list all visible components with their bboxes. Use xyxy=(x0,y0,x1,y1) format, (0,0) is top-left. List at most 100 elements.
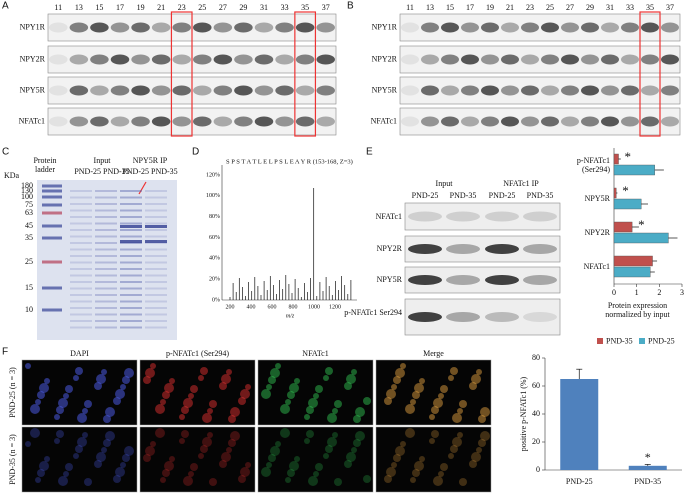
marker-label: 10 xyxy=(25,305,33,314)
cell xyxy=(226,369,232,375)
lane-label: 33 xyxy=(626,3,634,12)
lane-label: 11 xyxy=(54,3,62,12)
cell xyxy=(228,439,236,447)
cell xyxy=(228,415,236,423)
blot-band xyxy=(131,22,150,33)
bar xyxy=(613,255,653,267)
cell xyxy=(75,367,83,375)
cell xyxy=(308,398,318,408)
input-label: Input xyxy=(94,156,112,165)
peptide-sequence: S P S T A T L E L P S L E A Y R (153-168… xyxy=(226,158,353,165)
cell xyxy=(395,368,405,378)
lane-label: 15 xyxy=(95,3,103,12)
lane-label: 37 xyxy=(666,3,674,12)
gel-band xyxy=(120,294,142,296)
legend-swatch xyxy=(597,338,603,344)
blot-band xyxy=(316,85,335,96)
cell xyxy=(270,368,280,378)
cell xyxy=(304,414,310,420)
y-tick-label: 60 xyxy=(532,381,540,390)
cell xyxy=(452,437,462,447)
gel-band xyxy=(145,320,167,322)
row-label: NFATc1 xyxy=(19,116,45,125)
blot-band xyxy=(401,22,419,33)
lane-label: 31 xyxy=(260,3,268,12)
blot-band xyxy=(254,116,274,127)
lane-label: 23 xyxy=(178,3,186,12)
lane-label: 35 xyxy=(646,3,654,12)
cell xyxy=(150,441,156,447)
cell xyxy=(30,404,40,414)
cell xyxy=(266,462,272,468)
cell xyxy=(164,461,174,471)
cell xyxy=(145,446,155,456)
blot-band xyxy=(131,116,150,127)
blot-band xyxy=(110,54,130,65)
gel-band xyxy=(95,255,117,257)
gel-band xyxy=(70,326,92,329)
cell xyxy=(181,406,189,414)
cell xyxy=(433,398,443,408)
marker-label: 180 xyxy=(21,181,33,190)
row-label: NPY1R xyxy=(372,22,398,31)
blot-band xyxy=(110,85,130,96)
blot-band xyxy=(441,22,459,33)
cell xyxy=(450,445,458,453)
cell xyxy=(478,439,486,447)
cell xyxy=(334,400,342,408)
row-label: NPY5R xyxy=(372,85,398,94)
cell xyxy=(37,469,45,477)
gel-band xyxy=(95,274,117,277)
gel-band xyxy=(145,235,167,238)
cell xyxy=(219,382,227,390)
cell xyxy=(476,447,482,453)
x-tick-label: 1 xyxy=(635,288,639,297)
bar xyxy=(613,164,655,176)
cell xyxy=(145,368,155,378)
row-label: p-NFATc1 Ser294 xyxy=(344,308,402,317)
x-tick-label: 600 xyxy=(268,304,277,310)
gel-band xyxy=(70,196,92,199)
cell xyxy=(122,454,130,462)
blot-band xyxy=(621,85,639,96)
cell xyxy=(363,397,371,405)
cell xyxy=(431,430,439,438)
bar xyxy=(613,266,651,278)
x-tick-label: 1200 xyxy=(329,304,341,310)
cell xyxy=(190,463,198,471)
cell xyxy=(459,400,467,408)
gel-band xyxy=(120,229,142,231)
blot-band xyxy=(523,211,557,222)
lane-label: 31 xyxy=(606,3,614,12)
lane-label: 29 xyxy=(239,3,247,12)
gel-band xyxy=(95,229,117,231)
cell xyxy=(240,389,250,399)
cell xyxy=(419,456,425,462)
blot-band xyxy=(295,22,315,33)
cell xyxy=(124,368,134,378)
column-header: DAPI xyxy=(70,349,89,358)
ip-band xyxy=(145,225,167,228)
marker-label: 45 xyxy=(25,221,33,230)
cell xyxy=(275,363,281,369)
cell xyxy=(414,461,424,471)
blot-band xyxy=(234,54,253,65)
blot-band xyxy=(461,85,479,96)
cell xyxy=(405,404,415,414)
gel-band xyxy=(95,196,117,199)
micrograph xyxy=(139,426,256,493)
blot-strip xyxy=(404,202,561,231)
cell xyxy=(471,452,481,462)
input-groups: PND-25 PND-35 xyxy=(74,167,129,176)
cell xyxy=(221,374,231,384)
x-tick-label: 800 xyxy=(289,304,298,310)
cell xyxy=(261,389,271,399)
lane-label: 13 xyxy=(75,3,83,12)
cell xyxy=(391,462,397,468)
y-tick-label: 20 xyxy=(532,437,540,446)
bar xyxy=(613,187,617,199)
x-axis-label: m/z xyxy=(286,313,295,319)
gel-band xyxy=(95,190,117,192)
y-axis-label: positive p-NFATc1 (%) xyxy=(519,376,528,451)
panel-label: E xyxy=(366,147,373,158)
